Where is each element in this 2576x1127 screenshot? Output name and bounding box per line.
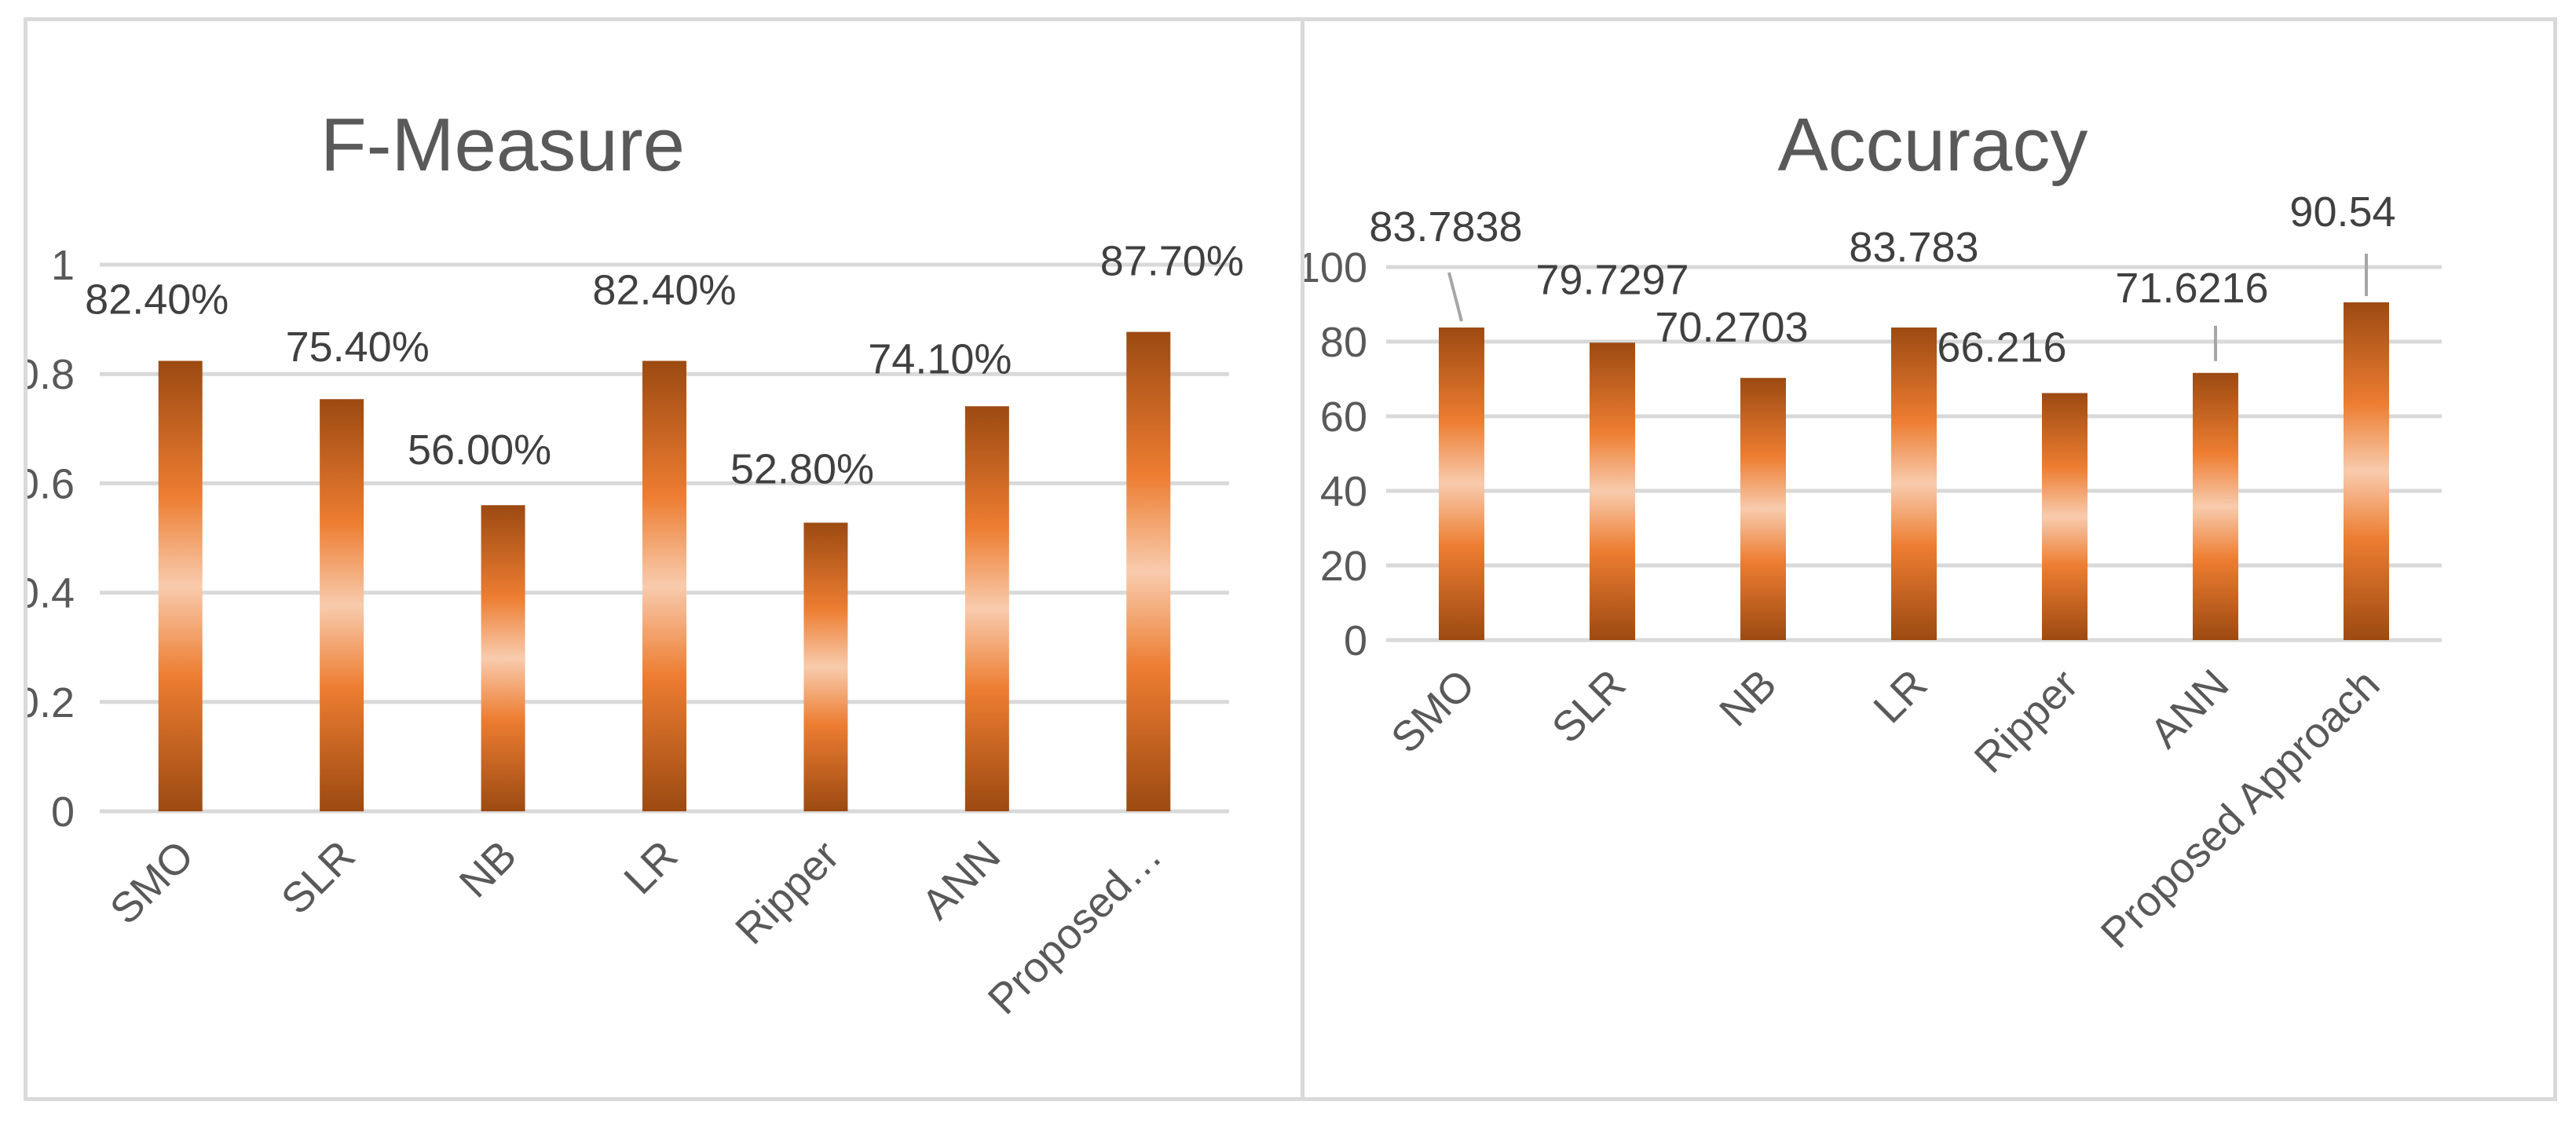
bar-slr — [1590, 342, 1635, 640]
bar-proposed-approach — [2344, 302, 2389, 640]
y-tick-label: 0.8 — [27, 351, 75, 398]
bar-nb — [1740, 378, 1786, 640]
data-label: 70.2703 — [1655, 304, 1808, 351]
bar-ann — [2193, 372, 2238, 640]
data-label: 82.40% — [592, 266, 736, 313]
x-category-label: Ripper — [1966, 660, 2088, 782]
y-tick-label: 20 — [1320, 543, 1367, 590]
x-category-label: Proposed Approach — [2092, 660, 2389, 957]
y-tick-label: 0 — [1344, 617, 1367, 664]
x-category-label: Proposed… — [979, 832, 1171, 1023]
x-category-label: SMO — [1382, 660, 1484, 762]
f-measure-title: F-Measure — [320, 103, 685, 187]
data-label: 83.783 — [1849, 224, 1978, 271]
x-category-label: LR — [615, 832, 686, 903]
x-category-label: SMO — [101, 832, 203, 933]
bar-smo — [158, 360, 203, 812]
f-measure-chart: F-Measure 00.20.40.60.8182.40%SMO75.40%S… — [27, 103, 1244, 1023]
y-tick-label: 1 — [51, 242, 75, 289]
data-label-leader-line — [1447, 272, 1463, 322]
bar-ripper — [2042, 393, 2088, 640]
x-category-label: SLR — [273, 832, 364, 924]
f-measure-chart-panel: F-Measure 00.20.40.60.8182.40%SMO75.40%S… — [24, 17, 1308, 1101]
x-category-label: LR — [1864, 660, 1936, 732]
data-label: 87.70% — [1100, 238, 1244, 285]
data-label: 90.54 — [2289, 188, 2395, 236]
x-category-label: ANN — [913, 832, 1009, 928]
y-tick-label: 100 — [1304, 244, 1367, 291]
data-label: 56.00% — [408, 426, 551, 474]
x-category-label: NB — [451, 832, 525, 906]
bar-lr — [642, 360, 686, 812]
bar-ann — [964, 406, 1009, 811]
data-label: 71.6216 — [2115, 265, 2268, 312]
data-label: 82.40% — [85, 276, 229, 323]
x-category-label: ANN — [2141, 660, 2238, 757]
y-tick-label: 0 — [51, 789, 75, 836]
bar-nb — [481, 505, 525, 811]
data-label: 74.10% — [868, 335, 1012, 382]
x-category-label: Ripper — [726, 832, 848, 953]
data-label: 75.40% — [286, 324, 430, 371]
y-tick-label: 0.2 — [27, 679, 75, 726]
data-label: 83.7838 — [1369, 203, 1522, 251]
bar-proposed — [1126, 331, 1171, 811]
y-tick-label: 80 — [1320, 319, 1367, 366]
y-tick-label: 0.4 — [27, 570, 75, 617]
accuracy-chart-panel: Accuracy 0 20 40 60 80 100 83.7838 SMO 79.7297 SL… — [1301, 17, 2557, 1101]
y-tick-label: 40 — [1320, 468, 1367, 515]
y-tick-label: 60 — [1320, 393, 1367, 441]
bar-smo — [1439, 327, 1484, 640]
data-label: 66.216 — [1937, 324, 2066, 371]
y-tick-label: 0.6 — [27, 460, 75, 507]
bar-ripper — [803, 522, 848, 811]
bar-slr — [320, 399, 364, 811]
x-category-label: NB — [1711, 660, 1785, 735]
data-label: 79.7297 — [1535, 256, 1689, 303]
accuracy-title: Accuracy — [1778, 103, 2088, 187]
data-label: 52.80% — [730, 446, 874, 493]
x-category-label: SLR — [1543, 660, 1635, 752]
bar-lr — [1891, 327, 1937, 640]
